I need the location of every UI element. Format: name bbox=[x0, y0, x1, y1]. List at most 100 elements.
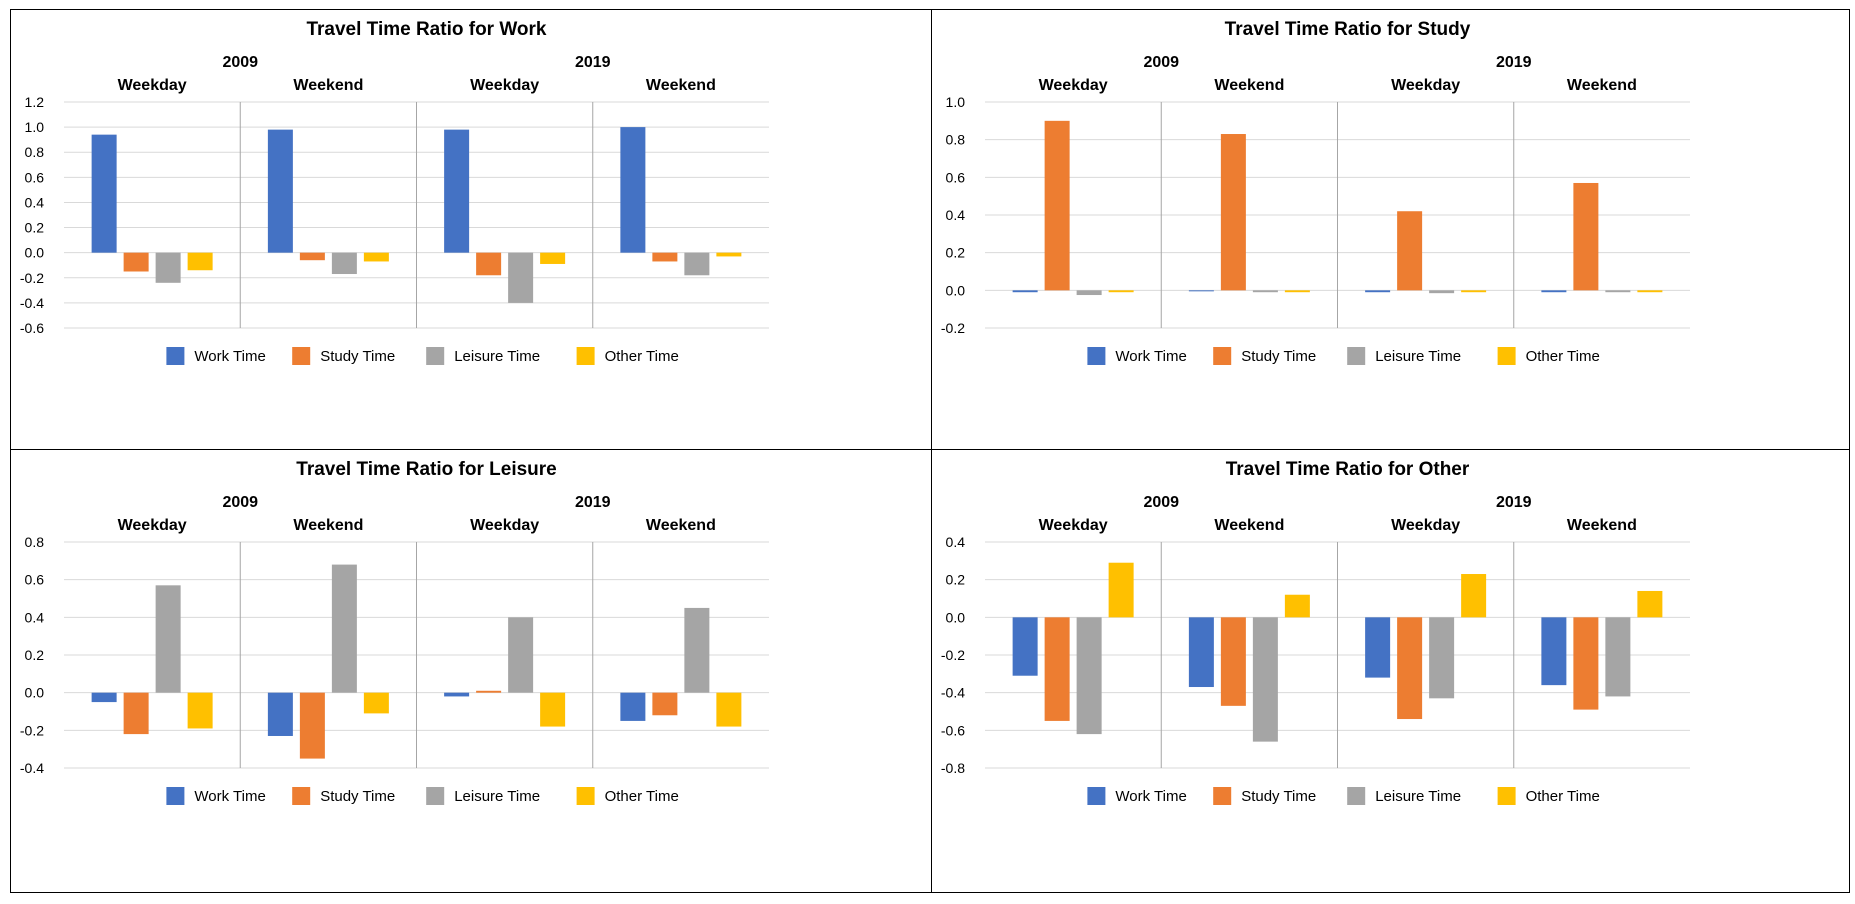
legend-label: Other Time bbox=[605, 348, 679, 365]
chart-grid: Travel Time Ratio for Work 1.2 1.0 0.8 0.6 0.… bbox=[10, 9, 1850, 893]
bar-leisure-time bbox=[331, 252, 357, 275]
year-label: 2019 bbox=[1496, 494, 1532, 511]
legend-label: Study Time bbox=[1241, 788, 1316, 805]
chart-panel-study: Travel Time Ratio for Study 1.0 0.8 0.6 0.4 0… bbox=[932, 10, 1849, 450]
bar-leisure-time bbox=[1605, 617, 1631, 697]
legend: Work Time Study Time Leisure Time Other Tim… bbox=[166, 787, 679, 805]
bar-study-time bbox=[1397, 211, 1423, 291]
legend-label: Other Time bbox=[605, 788, 679, 805]
legend: Work Time Study Time Leisure Time Other Tim… bbox=[1087, 787, 1600, 805]
bar-study-time bbox=[1397, 617, 1423, 720]
year-label: 2009 bbox=[222, 494, 258, 511]
y-tick-label: 0.6 bbox=[25, 572, 45, 588]
bar-other-time bbox=[187, 252, 213, 271]
bar-other-time bbox=[1461, 290, 1487, 293]
legend-swatch-leisure-time bbox=[426, 347, 445, 365]
legend: Work Time Study Time Leisure Time Other Tim… bbox=[166, 347, 679, 365]
day-type-label: Weekend bbox=[293, 77, 363, 94]
legend-swatch-study-time bbox=[1213, 787, 1232, 805]
bar-study-time bbox=[652, 252, 678, 262]
y-tick-label: 0.2 bbox=[946, 572, 966, 588]
day-type-label: Weekday bbox=[1391, 77, 1460, 94]
day-type-label: Weekday bbox=[118, 77, 187, 94]
y-tick-label: 1.2 bbox=[25, 94, 45, 110]
bar-work-time bbox=[1365, 617, 1391, 678]
bar-leisure-time bbox=[1429, 290, 1455, 294]
year-label: 2019 bbox=[575, 54, 611, 71]
bar-study-time bbox=[123, 692, 149, 735]
day-type-label: Weekday bbox=[1039, 517, 1108, 534]
legend-swatch-study-time bbox=[292, 347, 311, 365]
legend-swatch-leisure-time bbox=[1347, 787, 1366, 805]
legend-swatch-leisure-time bbox=[1347, 347, 1366, 365]
bar-work-time bbox=[1012, 617, 1038, 676]
bar-leisure-time bbox=[1605, 290, 1631, 293]
bar-other-time bbox=[363, 252, 389, 262]
chart-leisure-svg: Travel Time Ratio for Leisure 0.8 0.6 0.4 0.… bbox=[20, 459, 769, 805]
day-type-label: Weekday bbox=[1391, 517, 1460, 534]
bar-work-time bbox=[1541, 290, 1567, 293]
bar-work-time bbox=[91, 134, 117, 253]
day-type-label: Weekend bbox=[1567, 517, 1637, 534]
year-label: 2009 bbox=[222, 54, 258, 71]
bar-leisure-time bbox=[684, 252, 710, 276]
bar-other-time bbox=[1637, 590, 1663, 618]
day-type-label: Weekend bbox=[1214, 517, 1284, 534]
legend-swatch-other-time bbox=[576, 787, 595, 805]
legend-label: Leisure Time bbox=[454, 348, 540, 365]
bar-other-time bbox=[1284, 594, 1310, 618]
chart-other-svg: Travel Time Ratio for Other 0.4 0.2 0.0 -0.2… bbox=[941, 459, 1690, 805]
day-type-label: Weekend bbox=[646, 517, 716, 534]
y-tick-label: 0.0 bbox=[946, 609, 966, 625]
bar-work-time bbox=[1541, 617, 1567, 686]
bar-study-time bbox=[299, 252, 325, 261]
year-label: 2019 bbox=[575, 494, 611, 511]
bar-work-time bbox=[444, 129, 470, 253]
legend-swatch-work-time bbox=[166, 347, 185, 365]
y-tick-label: 0.4 bbox=[946, 534, 966, 550]
y-tick-label: 1.0 bbox=[946, 94, 966, 110]
day-type-label: Weekday bbox=[118, 517, 187, 534]
bar-leisure-time bbox=[1429, 617, 1455, 699]
bar-work-time bbox=[620, 692, 646, 721]
bar-work-time bbox=[91, 692, 117, 703]
y-tick-label: -0.4 bbox=[20, 295, 44, 311]
bar-work-time bbox=[1365, 290, 1391, 293]
legend-label: Work Time bbox=[1115, 348, 1186, 365]
bar-study-time bbox=[299, 692, 325, 759]
legend-label: Study Time bbox=[320, 788, 395, 805]
y-tick-label: 0.8 bbox=[25, 144, 45, 160]
bar-work-time bbox=[620, 127, 646, 253]
bar-study-time bbox=[476, 252, 502, 276]
year-label: 2009 bbox=[1143, 54, 1179, 71]
day-type-label: Weekday bbox=[470, 517, 539, 534]
bar-leisure-time bbox=[155, 585, 181, 693]
chart-study-svg: Travel Time Ratio for Study 1.0 0.8 0.6 0.4 0… bbox=[941, 19, 1690, 365]
day-type-label: Weekend bbox=[1214, 77, 1284, 94]
bar-study-time bbox=[1220, 617, 1246, 706]
legend: Work Time Study Time Leisure Time Other Tim… bbox=[1087, 347, 1600, 365]
y-tick-label: 0.2 bbox=[25, 220, 45, 236]
bar-other-time bbox=[540, 252, 566, 264]
chart-panel-other: Travel Time Ratio for Other 0.4 0.2 0.0 -0.2… bbox=[932, 450, 1849, 892]
day-type-label: Weekend bbox=[646, 77, 716, 94]
bar-other-time bbox=[1284, 290, 1310, 293]
y-tick-label: -0.6 bbox=[941, 722, 965, 738]
y-tick-label: 0.0 bbox=[25, 245, 45, 261]
bar-study-time bbox=[652, 692, 678, 716]
bar-study-time bbox=[1044, 120, 1070, 291]
legend-swatch-other-time bbox=[576, 347, 595, 365]
y-tick-label: 1.0 bbox=[25, 119, 45, 135]
chart-title: Travel Time Ratio for Work bbox=[306, 19, 546, 40]
legend-swatch-work-time bbox=[1087, 787, 1106, 805]
chart-title: Travel Time Ratio for Study bbox=[1225, 19, 1471, 40]
y-tick-label: 0.4 bbox=[25, 194, 45, 210]
bar-other-time bbox=[540, 692, 566, 727]
bar-work-time bbox=[1188, 290, 1214, 292]
legend-swatch-leisure-time bbox=[426, 787, 445, 805]
bar-leisure-time bbox=[508, 252, 534, 303]
y-tick-label: -0.2 bbox=[941, 320, 965, 336]
bar-leisure-time bbox=[1076, 617, 1102, 735]
bar-study-time bbox=[1573, 617, 1599, 710]
legend-swatch-study-time bbox=[292, 787, 311, 805]
